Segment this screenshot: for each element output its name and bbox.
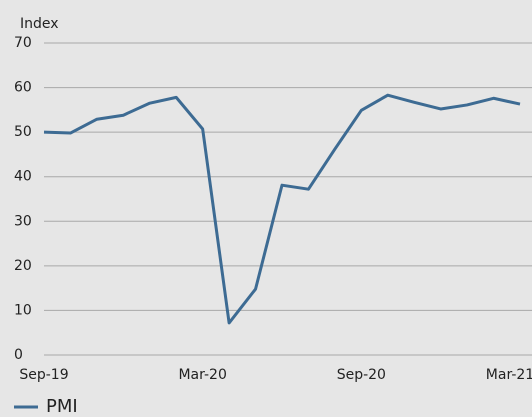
x-tick-label: Sep-20: [337, 367, 386, 383]
y-tick-label: 20: [14, 258, 32, 274]
x-tick-label: Sep-19: [19, 367, 68, 383]
line-series: [43, 93, 521, 325]
x-tick-label: Mar-20: [178, 367, 226, 383]
legend-label: PMI: [46, 396, 78, 417]
y-axis-title: Index: [20, 16, 59, 32]
y-tick-label: 70: [14, 35, 32, 51]
y-tick-label: 60: [14, 80, 32, 96]
y-tick-label: 10: [14, 302, 32, 318]
y-tick-label: 40: [14, 169, 32, 185]
y-tick-label: 50: [14, 124, 32, 140]
x-tick-label: Mar-21: [486, 367, 532, 383]
y-tick-label: 30: [14, 213, 32, 229]
y-tick-label: 0: [14, 347, 23, 363]
